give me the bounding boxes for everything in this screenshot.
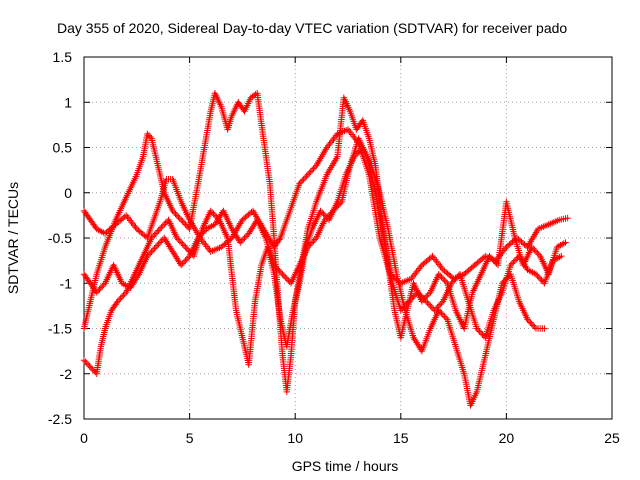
x-axis-label: GPS time / hours (292, 458, 399, 474)
x-tick-label: 5 (186, 430, 194, 446)
data-points (80, 90, 571, 409)
x-tick-label: 20 (499, 430, 515, 446)
x-tick-label: 25 (604, 430, 620, 446)
y-tick-label: 1 (64, 94, 72, 110)
y-tick-label: -2 (60, 366, 73, 382)
series-track-d (80, 135, 565, 341)
y-tick-label: 1.5 (53, 49, 73, 65)
y-tick-label: -0.5 (48, 230, 72, 246)
chart-title: Day 355 of 2020, Sidereal Day-to-day VTE… (57, 20, 567, 36)
plus-markers (80, 135, 565, 341)
y-tick-label: 0 (64, 185, 72, 201)
x-tick-label: 0 (80, 430, 88, 446)
axis-ticks: 0 5 10 15 20 25 -2.5 -2 -1.5 -1 -0.5 0 0.5 1 1.5 (48, 49, 620, 446)
series-track-c (80, 144, 548, 409)
series-track-b (80, 90, 569, 396)
grid (84, 57, 612, 419)
plus-markers (80, 144, 548, 409)
plus-markers (80, 90, 569, 396)
x-tick-label: 10 (287, 430, 303, 446)
y-tick-label: 0.5 (53, 140, 73, 156)
y-axis-label: SDTVAR / TECUs (5, 182, 21, 294)
x-tick-label: 15 (393, 430, 409, 446)
y-tick-label: -1 (60, 275, 73, 291)
y-tick-label: -1.5 (48, 321, 72, 337)
y-tick-label: -2.5 (48, 411, 72, 427)
